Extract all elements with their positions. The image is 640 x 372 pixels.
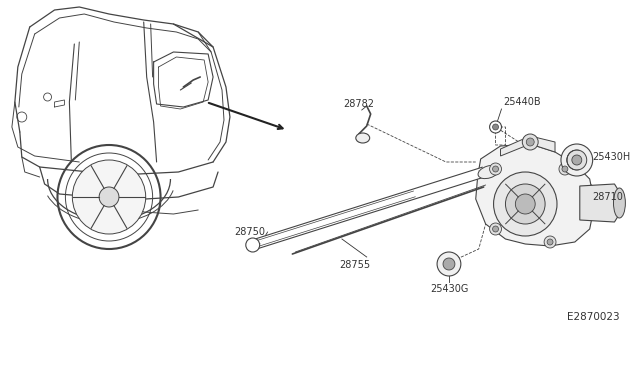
- Circle shape: [490, 163, 502, 175]
- Polygon shape: [476, 144, 595, 246]
- Circle shape: [493, 226, 499, 232]
- Circle shape: [522, 134, 538, 150]
- Circle shape: [544, 236, 556, 248]
- Circle shape: [547, 239, 553, 245]
- Text: 25430G: 25430G: [430, 284, 468, 294]
- Circle shape: [490, 121, 502, 133]
- Circle shape: [246, 238, 260, 252]
- Text: 25440B: 25440B: [504, 97, 541, 107]
- Text: 28782: 28782: [343, 99, 374, 109]
- Text: E2870023: E2870023: [567, 312, 620, 322]
- Circle shape: [561, 144, 593, 176]
- Circle shape: [72, 160, 146, 234]
- Polygon shape: [580, 184, 620, 222]
- Ellipse shape: [356, 133, 370, 143]
- Ellipse shape: [478, 166, 499, 179]
- Circle shape: [572, 155, 582, 165]
- Circle shape: [437, 252, 461, 276]
- Circle shape: [493, 172, 557, 236]
- Circle shape: [99, 187, 119, 207]
- Polygon shape: [500, 136, 555, 156]
- Circle shape: [490, 223, 502, 235]
- Circle shape: [493, 166, 499, 172]
- Circle shape: [567, 150, 587, 170]
- Circle shape: [559, 163, 571, 175]
- Ellipse shape: [614, 188, 625, 218]
- Circle shape: [493, 124, 499, 130]
- Text: 28710: 28710: [593, 192, 623, 202]
- Text: 28755: 28755: [339, 260, 371, 270]
- Circle shape: [526, 138, 534, 146]
- Text: 25430H: 25430H: [593, 152, 631, 162]
- Text: 28750: 28750: [235, 227, 266, 237]
- Circle shape: [515, 194, 535, 214]
- Circle shape: [443, 258, 455, 270]
- Circle shape: [506, 184, 545, 224]
- Circle shape: [562, 166, 568, 172]
